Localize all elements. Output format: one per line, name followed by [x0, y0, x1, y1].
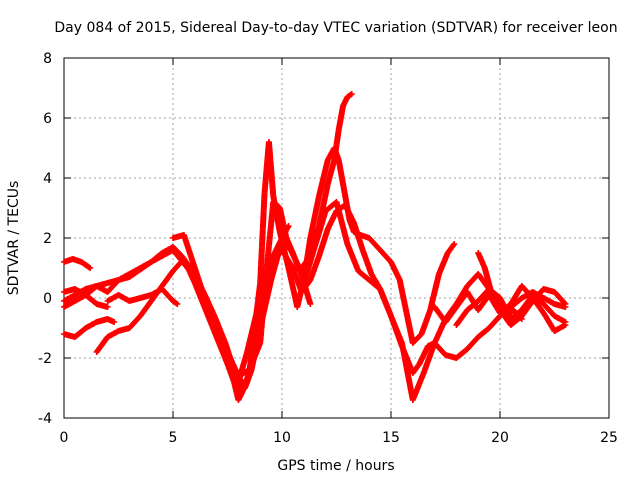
y-tick-label: -4: [38, 411, 52, 427]
series-track-12: [431, 283, 569, 334]
y-tick-label: 6: [43, 111, 52, 127]
series-track-7: [104, 286, 181, 307]
series-track-4: [61, 316, 118, 340]
x-tick-label: 0: [60, 430, 69, 446]
series-track-3: [61, 256, 94, 271]
series-track-5: [61, 292, 111, 310]
x-tick-label: 5: [169, 430, 178, 446]
y-tick-label: 0: [43, 291, 52, 307]
data-point: [518, 316, 525, 322]
data-series: [61, 91, 569, 403]
data-point: [111, 319, 118, 325]
data-point: [348, 91, 355, 97]
y-tick-label: 8: [43, 51, 52, 67]
data-point: [450, 242, 457, 249]
data-point: [174, 301, 181, 307]
data-point: [451, 241, 458, 247]
data-point: [561, 300, 568, 306]
x-tick-label: 10: [273, 430, 291, 446]
y-tick-label: 2: [43, 231, 52, 247]
data-point: [87, 265, 94, 271]
x-axis-label: GPS time / hours: [277, 458, 394, 474]
x-tick-label: 20: [491, 430, 509, 446]
axis-ticks: 0 5 10 15 20 25 -4 -2 0 2 4 6 8: [38, 51, 618, 446]
data-point: [104, 304, 111, 310]
data-point: [517, 315, 524, 321]
data-point: [307, 301, 314, 307]
chart-title: Day 084 of 2015, Sidereal Day-to-day VTE…: [54, 20, 617, 36]
data-point: [562, 319, 569, 325]
x-tick-label: 15: [382, 430, 400, 446]
y-tick-label: 4: [43, 171, 52, 187]
x-tick-label: 25: [600, 430, 618, 446]
y-axis-label: SDTVAR / TECUs: [6, 181, 22, 296]
y-tick-label: -2: [38, 351, 52, 367]
data-point: [562, 301, 569, 307]
series-track-14: [453, 286, 569, 328]
